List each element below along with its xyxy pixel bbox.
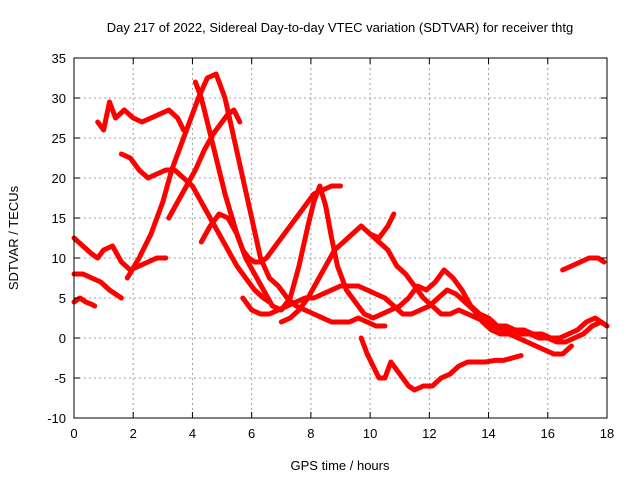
x-tick-label: 16 [541, 426, 555, 441]
axis-ticks: 0 2 4 6 8 10 12 14 16 18 -10 -5 0 5 10 15 20 25 30 35 [47, 51, 614, 441]
y-tick-label: 0 [59, 331, 66, 346]
x-tick-label: 6 [248, 426, 255, 441]
x-axis-label: GPS time / hours [291, 458, 390, 473]
grid [74, 58, 607, 418]
series-line-s6 [124, 71, 388, 329]
series-line-s7 [166, 107, 243, 221]
y-tick-label: 20 [52, 171, 66, 186]
series-line-s9 [198, 183, 403, 321]
y-tick-label: 30 [52, 91, 66, 106]
x-tick-label: 0 [70, 426, 77, 441]
y-tick-label: 35 [52, 51, 66, 66]
x-tick-label: 8 [307, 426, 314, 441]
plot-frame [73, 57, 608, 419]
series-line-s3 [71, 295, 98, 309]
x-tick-label: 4 [189, 426, 196, 441]
y-tick-label: 10 [52, 251, 66, 266]
series-line-s10 [240, 283, 574, 357]
y-tick-label: 25 [52, 131, 66, 146]
x-tick-label: 10 [363, 426, 377, 441]
series-line-s4 [95, 99, 187, 133]
y-axis-label: SDTVAR / TECUs [6, 185, 21, 290]
series-line-s1 [71, 235, 169, 273]
chart-title: Day 217 of 2022, Sidereal Day-to-day VTE… [107, 20, 574, 35]
series-line-s5 [118, 151, 272, 305]
series-group [71, 71, 610, 393]
y-tick-label: -5 [54, 371, 66, 386]
y-tick-label: 15 [52, 211, 66, 226]
series-line-s2 [71, 271, 124, 301]
x-tick-label: 18 [600, 426, 614, 441]
x-tick-label: 14 [481, 426, 495, 441]
series-line-s14 [397, 267, 604, 341]
series-line-s12 [367, 211, 397, 241]
x-tick-label: 12 [422, 426, 436, 441]
series-line-s13 [358, 335, 524, 393]
series-line-s15 [560, 255, 607, 273]
series-line-s8 [192, 79, 343, 265]
y-tick-label: -10 [47, 411, 66, 426]
y-tick-label: 5 [59, 291, 66, 306]
series-line-s11 [278, 223, 610, 345]
x-tick-label: 2 [130, 426, 137, 441]
